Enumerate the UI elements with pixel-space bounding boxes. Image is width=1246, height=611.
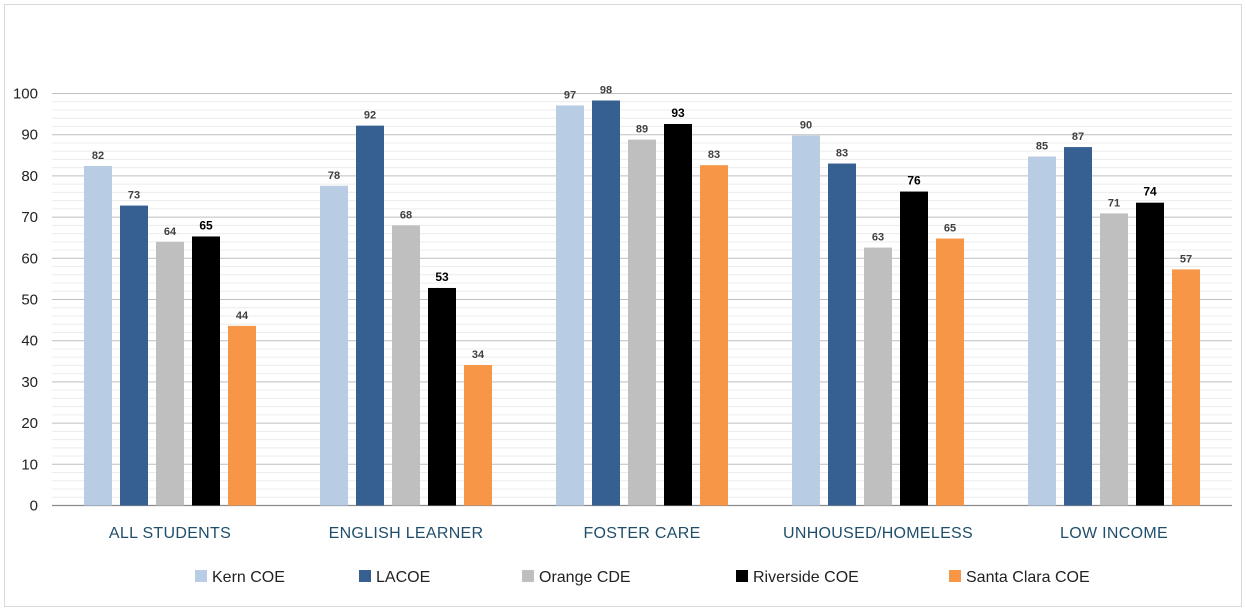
bar (900, 191, 928, 506)
data-label: 64 (164, 226, 177, 238)
bar (356, 125, 384, 506)
data-label: 78 (328, 170, 340, 182)
bar (592, 100, 620, 506)
data-label: 74 (1143, 185, 1157, 199)
data-label: 82 (92, 150, 104, 162)
y-tick-label: 40 (21, 333, 38, 350)
legend-label: Riverside COE (753, 569, 859, 586)
bar (428, 287, 456, 506)
bar (1172, 269, 1200, 506)
data-label: 65 (199, 218, 213, 232)
y-tick-label: 20 (21, 415, 38, 432)
bar (228, 325, 256, 506)
data-label: 73 (128, 190, 140, 202)
bar (864, 247, 892, 506)
data-label: 68 (400, 209, 412, 221)
x-category-label: LOW INCOME (1060, 525, 1168, 542)
y-tick-label: 10 (21, 456, 38, 473)
bar (1064, 147, 1092, 506)
legend-swatch (359, 570, 371, 582)
legend-item: Riverside COE (736, 569, 859, 586)
y-tick-label: 80 (21, 168, 38, 185)
bar (156, 241, 184, 506)
data-label: 63 (872, 232, 884, 244)
legend-label: LACOE (376, 569, 430, 586)
data-label: 83 (708, 149, 720, 161)
y-tick-label: 30 (21, 374, 38, 391)
y-tick-label: 100 (13, 86, 38, 103)
data-label: 85 (1036, 141, 1048, 153)
bar (1100, 213, 1128, 506)
legend-swatch (949, 570, 961, 582)
bar (192, 236, 220, 506)
bar (84, 166, 112, 506)
data-label: 53 (435, 270, 449, 284)
y-tick-label: 50 (21, 292, 38, 309)
data-label: 83 (836, 148, 848, 160)
bar (936, 238, 964, 506)
data-label: 71 (1108, 197, 1120, 209)
bar (792, 135, 820, 506)
bar (700, 165, 728, 506)
data-label: 44 (236, 310, 249, 322)
bar (1028, 156, 1056, 506)
y-tick-label: 70 (21, 209, 38, 226)
x-category-label: ALL STUDENTS (109, 525, 231, 542)
data-label: 89 (636, 124, 648, 136)
data-label: 76 (907, 174, 921, 188)
x-category-label: ENGLISH LEARNER (329, 525, 484, 542)
legend-item: LACOE (359, 569, 430, 586)
legend-item: Orange CDE (522, 569, 631, 586)
legend-label: Kern COE (212, 569, 285, 586)
bars (84, 100, 1200, 506)
y-axis: 0 10 20 30 40 50 60 70 80 90 100 (13, 86, 38, 515)
bar (120, 205, 148, 506)
data-label: 97 (564, 89, 576, 101)
y-tick-label: 90 (21, 127, 38, 144)
data-label: 34 (472, 349, 485, 361)
bar (1136, 202, 1164, 506)
bar (320, 185, 348, 506)
legend-item: Kern COE (195, 569, 285, 586)
data-label: 93 (671, 106, 685, 120)
data-labels: 82 73 64 65 44 78 92 68 53 34 97 98 89 93 83 90 83 63 76 65… (92, 85, 1192, 362)
data-label: 90 (800, 120, 812, 132)
x-category-label: FOSTER CARE (583, 525, 700, 542)
bar (464, 365, 492, 506)
legend-label: Santa Clara COE (966, 569, 1090, 586)
data-label: 92 (364, 110, 376, 122)
y-tick-label: 60 (21, 250, 38, 267)
legend: Kern COE LACOE Orange CDE Riverside COE Sant… (195, 569, 1090, 586)
bar (664, 123, 692, 506)
y-tick-label: 0 (30, 498, 38, 515)
legend-label: Orange CDE (539, 569, 631, 586)
bar (392, 225, 420, 506)
data-label: 65 (944, 223, 956, 235)
legend-swatch (522, 570, 534, 582)
bar (628, 139, 656, 506)
bar (828, 163, 856, 506)
legend-item: Santa Clara COE (949, 569, 1090, 586)
data-label: 57 (1180, 253, 1192, 265)
legend-swatch (195, 570, 207, 582)
x-category-label: UNHOUSED/HOMELESS (783, 525, 973, 542)
data-label: 98 (600, 85, 612, 97)
bar (556, 105, 584, 506)
legend-swatch (736, 570, 748, 582)
data-label: 87 (1072, 131, 1084, 143)
